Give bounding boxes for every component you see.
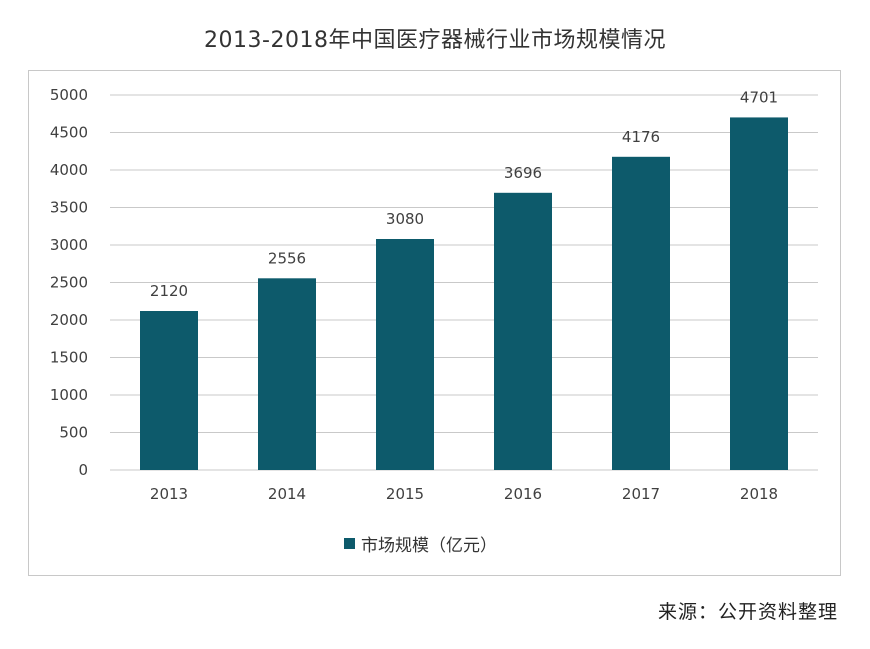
legend-label: 市场规模（亿元）: [361, 536, 497, 556]
bar-2016: [494, 192, 552, 471]
data-label: 4176: [622, 128, 660, 146]
y-tick-label: 3500: [50, 199, 88, 217]
y-tick-label: 2000: [50, 311, 88, 329]
data-label: 3696: [504, 164, 542, 182]
data-label: 3080: [386, 210, 424, 228]
legend-swatch: [344, 538, 355, 549]
data-label: 2556: [268, 249, 306, 267]
legend: 市场规模（亿元）: [344, 531, 497, 556]
bar-2018: [730, 117, 788, 471]
x-tick-label: 2017: [622, 485, 660, 503]
x-tick-label: 2013: [150, 485, 188, 503]
y-tick-label: 4000: [50, 161, 88, 179]
x-tick-label: 2016: [504, 485, 542, 503]
bar-2017: [612, 156, 670, 471]
source-note: 来源：公开资料整理: [657, 601, 838, 623]
y-tick-label: 3000: [50, 236, 88, 254]
bar-2013: [140, 311, 198, 470]
x-tick-label: 2018: [740, 485, 778, 503]
y-tick-label: 5000: [50, 86, 88, 104]
x-tick-label: 2014: [268, 485, 306, 503]
y-tick-label: 0: [78, 461, 88, 479]
y-tick-label: 500: [59, 424, 88, 442]
y-tick-label: 1500: [50, 349, 88, 367]
data-label: 2120: [150, 282, 188, 300]
y-tick-label: 2500: [50, 274, 88, 292]
y-tick-label: 1000: [50, 386, 88, 404]
chart-title: 2013-2018年中国医疗器械行业市场规模情况: [204, 28, 666, 53]
x-tick-label: 2015: [386, 485, 424, 503]
bar-2015: [376, 239, 434, 470]
y-tick-label: 4500: [50, 124, 88, 142]
bar-2014: [258, 278, 316, 470]
chart-frame: [28, 70, 841, 576]
data-label: 4701: [740, 88, 778, 106]
